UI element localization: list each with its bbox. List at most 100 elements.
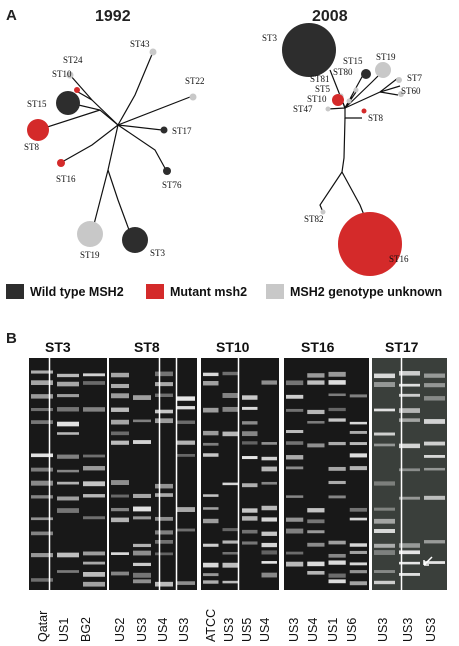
gel-band bbox=[349, 570, 367, 574]
gel-band bbox=[203, 381, 219, 386]
tree-1992-labels: ST24 ST43 ST10 ST22 ST15 ST8 ST17 ST16 S… bbox=[24, 39, 205, 260]
gel-band bbox=[374, 518, 395, 524]
gel-band bbox=[242, 431, 258, 437]
gel-band bbox=[57, 481, 79, 485]
gel-band bbox=[203, 518, 219, 524]
gel-band bbox=[111, 494, 129, 498]
gel-band bbox=[31, 578, 53, 582]
gel-band bbox=[242, 516, 258, 521]
label-2008-st82: ST82 bbox=[304, 214, 324, 224]
label-2008-st10: ST10 bbox=[307, 94, 327, 104]
label-2008-st15: ST15 bbox=[343, 56, 363, 66]
label-1992-st19: ST19 bbox=[80, 250, 100, 260]
lane-label-st10-2: US3 bbox=[222, 618, 236, 642]
gel-band bbox=[57, 381, 79, 387]
label-1992-st43: ST43 bbox=[130, 39, 150, 49]
gel-band bbox=[328, 573, 346, 578]
gel-band bbox=[83, 481, 105, 487]
gel-band bbox=[374, 507, 395, 511]
gel-band bbox=[111, 571, 129, 576]
gel-band bbox=[222, 482, 238, 486]
gel-band bbox=[83, 381, 105, 385]
gel-band bbox=[261, 531, 277, 536]
gel-band bbox=[424, 396, 445, 401]
gel-band bbox=[399, 393, 420, 397]
gel-band bbox=[286, 455, 304, 460]
gel-band bbox=[242, 483, 258, 488]
gel-band bbox=[374, 570, 395, 573]
lane-label-st10-3: US5 bbox=[240, 618, 254, 642]
gel-band bbox=[83, 454, 105, 458]
gel-band bbox=[57, 421, 79, 427]
label-2008-st60: ST60 bbox=[401, 86, 421, 96]
gel-band bbox=[222, 393, 238, 398]
gel-band bbox=[133, 493, 151, 498]
gel-band bbox=[203, 453, 219, 457]
lane-label-st8-1: US2 bbox=[113, 618, 127, 642]
gel-band bbox=[155, 371, 173, 377]
gel-band bbox=[177, 396, 195, 401]
gel-band bbox=[177, 440, 195, 445]
node-2008-st47 bbox=[325, 106, 331, 112]
gel-band bbox=[424, 441, 445, 446]
gel-band bbox=[242, 508, 258, 513]
gel-band bbox=[399, 443, 420, 449]
gel-band bbox=[286, 528, 304, 534]
gel-band bbox=[374, 529, 395, 533]
gel-band bbox=[31, 394, 53, 399]
gel-band bbox=[307, 530, 325, 534]
gel-band bbox=[222, 551, 238, 555]
gel-band bbox=[349, 507, 367, 512]
gel-band bbox=[286, 466, 304, 470]
gel-band bbox=[242, 456, 258, 460]
gel-band bbox=[31, 480, 53, 486]
gel-band bbox=[57, 508, 79, 513]
label-2008-st8: ST8 bbox=[368, 113, 384, 123]
gel-band bbox=[328, 553, 346, 558]
gel-band bbox=[374, 373, 395, 379]
gel-band bbox=[374, 481, 395, 486]
gel-band bbox=[424, 467, 445, 471]
gel-band bbox=[328, 380, 346, 385]
genotype-legend: Wild type MSH2 Mutant msh2 MSH2 genotype… bbox=[6, 284, 442, 299]
gel-band bbox=[261, 466, 277, 472]
node-2008-st3 bbox=[282, 23, 336, 77]
panel-b-letter: B bbox=[6, 330, 17, 347]
gel-band bbox=[177, 581, 195, 585]
gel-band bbox=[83, 516, 105, 520]
gel-band bbox=[31, 420, 53, 424]
legend-label-wild: Wild type MSH2 bbox=[30, 285, 124, 299]
gel-band bbox=[133, 419, 151, 423]
gel-band bbox=[242, 541, 258, 545]
panel-a-letter: A bbox=[6, 7, 17, 24]
gel-title-st3: ST3 bbox=[45, 339, 71, 355]
node-1992-st43 bbox=[149, 48, 157, 56]
gel-band bbox=[261, 442, 277, 445]
gel-band bbox=[424, 419, 445, 424]
gel-band bbox=[307, 373, 325, 378]
gel-band bbox=[349, 562, 367, 566]
gel-panel-background bbox=[109, 358, 197, 590]
gel-band bbox=[399, 418, 420, 422]
gel-band bbox=[286, 495, 304, 498]
gel-band bbox=[83, 581, 105, 587]
node-1992-st17 bbox=[160, 126, 168, 134]
gel-band bbox=[83, 494, 105, 498]
tree-2008-edges bbox=[319, 69, 401, 226]
gel-band bbox=[399, 550, 420, 555]
gel-band bbox=[307, 380, 325, 385]
gel-band bbox=[286, 517, 304, 522]
tree-1992-nodes bbox=[27, 48, 197, 253]
gel-band bbox=[57, 469, 79, 473]
gel-band bbox=[349, 394, 367, 398]
node-1992-st24 bbox=[66, 71, 74, 79]
gel-band bbox=[31, 517, 53, 521]
gel-band bbox=[328, 407, 346, 412]
gel-band bbox=[155, 530, 173, 535]
gel-band bbox=[286, 380, 304, 386]
gel-band bbox=[374, 580, 395, 585]
gel-band bbox=[307, 571, 325, 575]
gel-band bbox=[399, 408, 420, 413]
label-1992-st17: ST17 bbox=[172, 126, 192, 136]
